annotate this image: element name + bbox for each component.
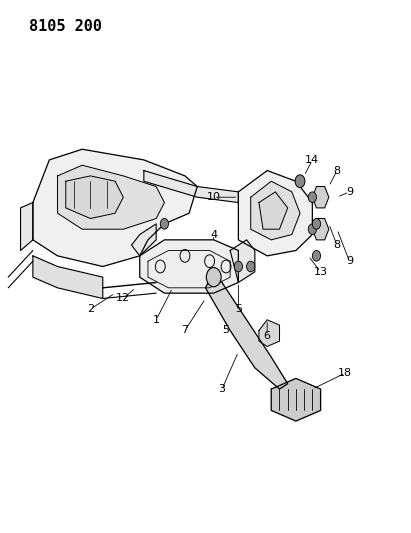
Text: 9: 9 xyxy=(346,256,353,266)
Text: 13: 13 xyxy=(314,267,328,277)
Circle shape xyxy=(308,192,316,203)
Polygon shape xyxy=(33,256,103,298)
Text: 3: 3 xyxy=(218,384,226,394)
Circle shape xyxy=(160,219,169,229)
Polygon shape xyxy=(271,378,321,421)
Text: 12: 12 xyxy=(116,294,130,303)
Circle shape xyxy=(247,261,255,272)
Polygon shape xyxy=(312,187,329,208)
Text: 18: 18 xyxy=(338,368,352,378)
Polygon shape xyxy=(312,219,329,240)
Text: 8: 8 xyxy=(333,240,341,250)
Circle shape xyxy=(312,251,321,261)
Text: 14: 14 xyxy=(305,155,319,165)
Text: 7: 7 xyxy=(181,326,189,335)
Text: 5: 5 xyxy=(222,326,230,335)
Circle shape xyxy=(206,268,221,287)
Text: 8105 200: 8105 200 xyxy=(29,19,102,34)
Polygon shape xyxy=(259,320,279,346)
Polygon shape xyxy=(144,171,238,203)
Polygon shape xyxy=(230,240,255,282)
Text: 4: 4 xyxy=(210,230,217,239)
Polygon shape xyxy=(259,192,288,229)
Polygon shape xyxy=(132,224,156,256)
Polygon shape xyxy=(58,165,164,229)
Text: 8: 8 xyxy=(333,166,341,175)
Circle shape xyxy=(234,261,242,272)
Circle shape xyxy=(312,219,321,229)
Text: 5: 5 xyxy=(235,304,242,314)
Polygon shape xyxy=(238,171,312,256)
Polygon shape xyxy=(140,240,238,293)
Text: 10: 10 xyxy=(207,192,221,202)
Circle shape xyxy=(308,224,316,235)
Polygon shape xyxy=(66,176,123,219)
Circle shape xyxy=(295,175,305,188)
Polygon shape xyxy=(251,181,300,240)
Text: 6: 6 xyxy=(263,331,271,341)
Polygon shape xyxy=(33,149,197,266)
Text: 9: 9 xyxy=(346,187,353,197)
Polygon shape xyxy=(21,203,33,251)
Polygon shape xyxy=(206,272,288,389)
Text: 1: 1 xyxy=(152,315,160,325)
Text: 2: 2 xyxy=(87,304,94,314)
